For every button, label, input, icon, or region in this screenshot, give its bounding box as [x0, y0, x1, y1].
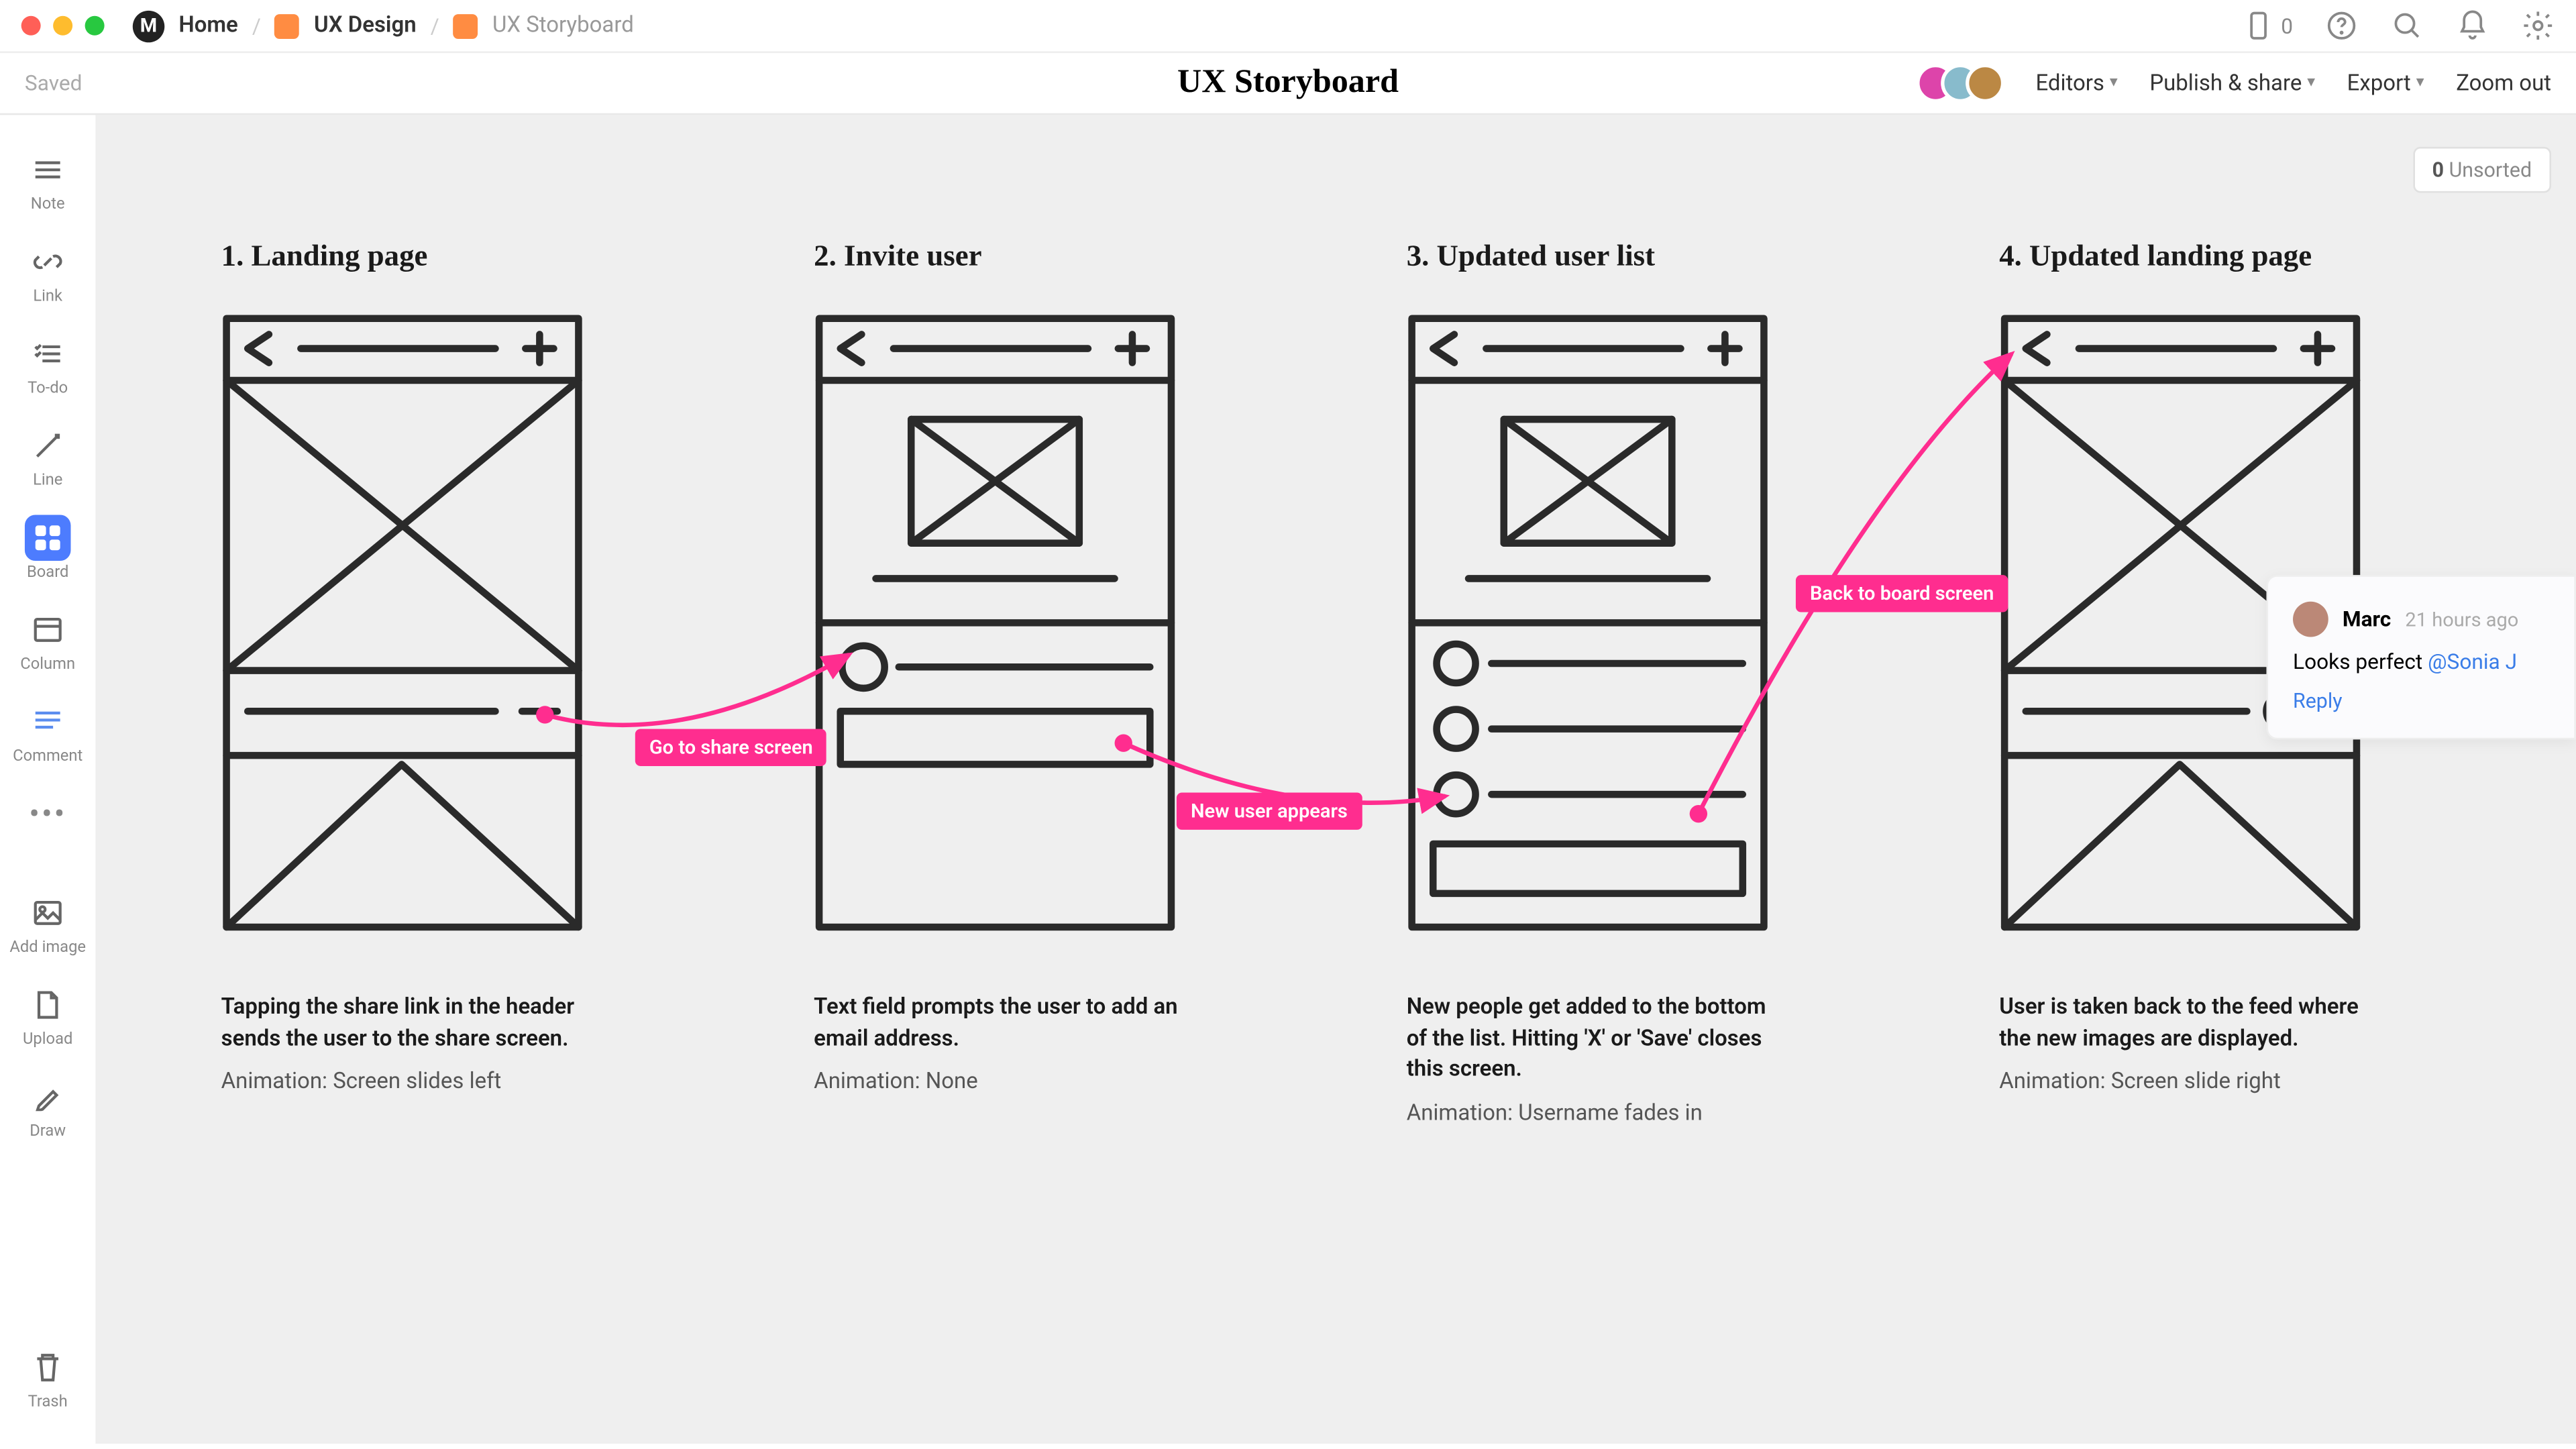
device-icon [2242, 9, 2275, 42]
search-icon[interactable] [2390, 9, 2424, 42]
card-desc: Tapping the share link in the header sen… [221, 993, 593, 1055]
avatar [2293, 602, 2328, 637]
folder-icon [453, 13, 478, 38]
chevron-down-icon: ▾ [2416, 74, 2424, 92]
sidebar-item-addimage[interactable]: Add image [0, 879, 95, 968]
comment-body: Looks perfect @Sonia J [2293, 647, 2549, 677]
canvas[interactable]: 0 Unsorted 1. Landing page [97, 115, 2576, 1444]
wireframe-userlist [1407, 313, 1770, 932]
mention[interactable]: @Sonia J [2428, 649, 2517, 674]
storyboard-card[interactable]: 2. Invite user Text field promp [814, 239, 1185, 1126]
column-icon [25, 607, 71, 653]
card-title: 2. Invite user [814, 239, 1185, 274]
sidebar-item-trash[interactable]: Trash [0, 1334, 95, 1423]
sidebar-item-more[interactable]: ••• [0, 780, 95, 847]
export-dropdown[interactable]: Export▾ [2347, 70, 2424, 97]
maximize-icon[interactable] [85, 16, 105, 36]
image-icon [25, 890, 71, 936]
line-icon [25, 423, 71, 469]
folder-icon [275, 13, 300, 38]
sidebar-item-board[interactable]: Board [0, 504, 95, 593]
editor-avatars[interactable] [1915, 64, 2004, 103]
avatar [1965, 64, 2004, 103]
sidebar-item-note[interactable]: Note [0, 136, 95, 225]
storyboard-card[interactable]: 3. Updated user list [1407, 239, 1778, 1126]
gear-icon[interactable] [2521, 9, 2555, 42]
board-icon [25, 515, 71, 561]
chevron-down-icon: ▾ [2110, 74, 2118, 92]
card-title: 4. Updated landing page [1999, 239, 2371, 274]
card-desc: Text field prompts the user to add an em… [814, 993, 1185, 1055]
note-icon [25, 147, 71, 193]
todo-icon [25, 331, 71, 377]
chevron-down-icon: ▾ [2307, 74, 2315, 92]
flow-label: Go to share screen [635, 729, 827, 766]
card-anim: Animation: None [814, 1069, 1185, 1095]
close-icon[interactable] [21, 16, 41, 36]
save-status: Saved [25, 70, 83, 95]
help-icon[interactable] [2324, 9, 2358, 42]
breadcrumb-current: UX Storyboard [492, 12, 634, 39]
device-count[interactable]: 0 [2242, 9, 2293, 42]
wireframe-invite [814, 313, 1177, 932]
sidebar-item-comment[interactable]: Comment [0, 688, 95, 777]
storyboard-card[interactable]: 1. Landing page Tapping the share link i… [221, 239, 593, 1126]
comment-popup[interactable]: Marc 21 hours ago Looks perfect @Sonia J… [2266, 575, 2576, 739]
comment-icon [25, 699, 71, 745]
draw-icon [25, 1074, 71, 1120]
card-anim: Animation: Username fades in [1407, 1099, 1778, 1126]
flow-label: Back to board screen [1796, 575, 2008, 612]
card-title: 3. Updated user list [1407, 239, 1778, 274]
upload-icon [25, 982, 71, 1028]
card-desc: New people get added to the bottom of th… [1407, 993, 1778, 1085]
zoom-out-button[interactable]: Zoom out [2456, 70, 2551, 97]
flow-label: New user appears [1177, 793, 1362, 830]
reply-button[interactable]: Reply [2293, 688, 2549, 712]
sidebar-item-line[interactable]: Line [0, 413, 95, 501]
sidebar: Note Link To-do Line Board Column Commen… [0, 115, 97, 1444]
bell-icon[interactable] [2456, 9, 2489, 42]
header: Saved UX Storyboard Editors▾ Publish & s… [0, 53, 2576, 115]
breadcrumb-sep: / [431, 13, 439, 38]
breadcrumb-home[interactable]: Home [178, 12, 237, 39]
card-anim: Animation: Screen slides left [221, 1069, 593, 1095]
sidebar-item-column[interactable]: Column [0, 596, 95, 685]
wireframe-landing [221, 313, 584, 932]
page-title: UX Storyboard [1177, 64, 1399, 103]
card-title: 1. Landing page [221, 239, 593, 274]
sidebar-item-link[interactable]: Link [0, 228, 95, 317]
minimize-icon[interactable] [53, 16, 72, 36]
sidebar-item-todo[interactable]: To-do [0, 320, 95, 409]
comment-author: Marc [2343, 607, 2391, 632]
sidebar-item-upload[interactable]: Upload [0, 971, 95, 1060]
card-anim: Animation: Screen slide right [1999, 1069, 2371, 1095]
sidebar-item-draw[interactable]: Draw [0, 1063, 95, 1152]
app-logo-icon[interactable]: M [133, 10, 164, 42]
editors-dropdown[interactable]: Editors▾ [2035, 70, 2117, 97]
trash-icon [25, 1344, 71, 1391]
breadcrumb-sep: / [252, 13, 261, 38]
breadcrumb-uxdesign[interactable]: UX Design [314, 12, 417, 39]
more-icon: ••• [25, 791, 71, 837]
card-desc: User is taken back to the feed where the… [1999, 993, 2371, 1055]
link-icon [25, 239, 71, 285]
topbar: M Home / UX Design / UX Storyboard 0 [0, 0, 2576, 53]
window-controls [21, 16, 105, 36]
comment-time: 21 hours ago [2405, 608, 2518, 631]
publish-dropdown[interactable]: Publish & share▾ [2149, 70, 2315, 97]
